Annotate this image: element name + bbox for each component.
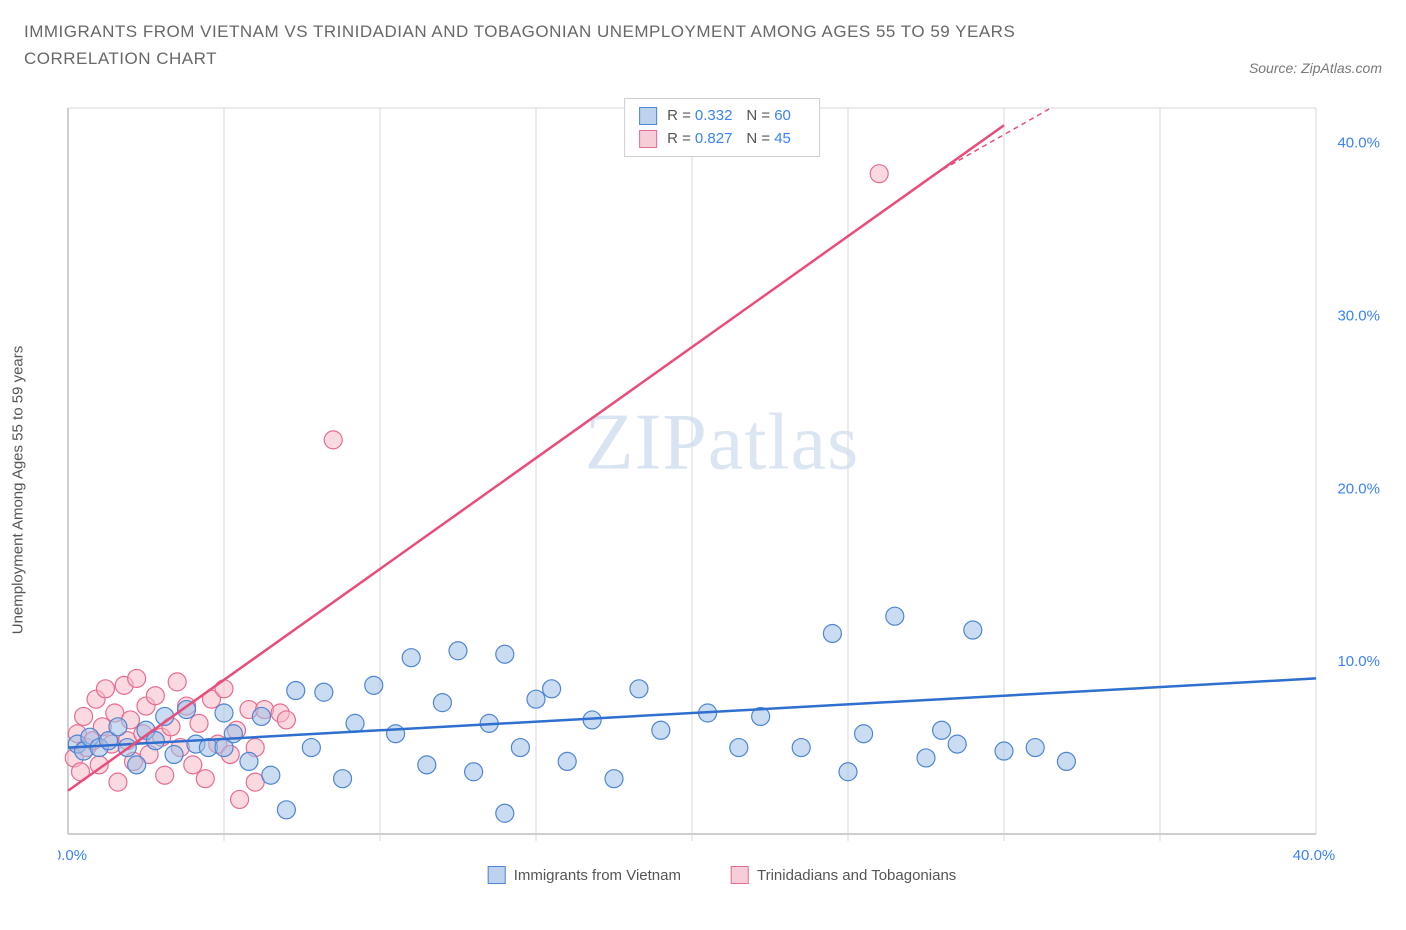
stat-n-value: 45 [774,130,791,147]
legend-label: Trinidadians and Tobagonians [757,867,956,884]
stat-r-value: 0.827 [695,130,733,147]
chart-area: Unemployment Among Ages 55 to 59 years Z… [58,100,1386,880]
svg-text:10.0%: 10.0% [1337,653,1380,670]
svg-text:0.0%: 0.0% [58,847,87,864]
chart-title: IMMIGRANTS FROM VIETNAM VS TRINIDADIAN A… [24,18,1144,72]
swatch-blue-icon [639,107,657,125]
swatch-pink-icon [731,866,749,884]
legend-series: Immigrants from Vietnam Trinidadians and… [488,866,957,884]
stat-n-label: N = [746,107,770,124]
svg-text:30.0%: 30.0% [1337,307,1380,324]
stat-n-label: N = [746,130,770,147]
svg-text:20.0%: 20.0% [1337,480,1380,497]
legend-stats-row: R =0.827 N =45 [639,128,805,151]
source-label: Source: ZipAtlas.com [1249,60,1382,76]
svg-text:40.0%: 40.0% [1293,847,1336,864]
legend-stats-row: R =0.332 N =60 [639,105,805,128]
swatch-pink-icon [639,130,657,148]
legend-item: Immigrants from Vietnam [488,866,681,884]
legend-item: Trinidadians and Tobagonians [731,866,956,884]
legend-label: Immigrants from Vietnam [514,867,681,884]
stat-r-value: 0.332 [695,107,733,124]
swatch-blue-icon [488,866,506,884]
stat-r-label: R = [667,107,691,124]
scatter-plot: 10.0% 20.0% 30.0% 40.0% 0.0% 40.0% [58,100,1386,880]
stat-n-value: 60 [774,107,791,124]
y-axis-label: Unemployment Among Ages 55 to 59 years [10,346,27,635]
svg-text:40.0%: 40.0% [1337,135,1380,152]
legend-stats: R =0.332 N =60 R =0.827 N =45 [624,98,820,157]
stat-r-label: R = [667,130,691,147]
